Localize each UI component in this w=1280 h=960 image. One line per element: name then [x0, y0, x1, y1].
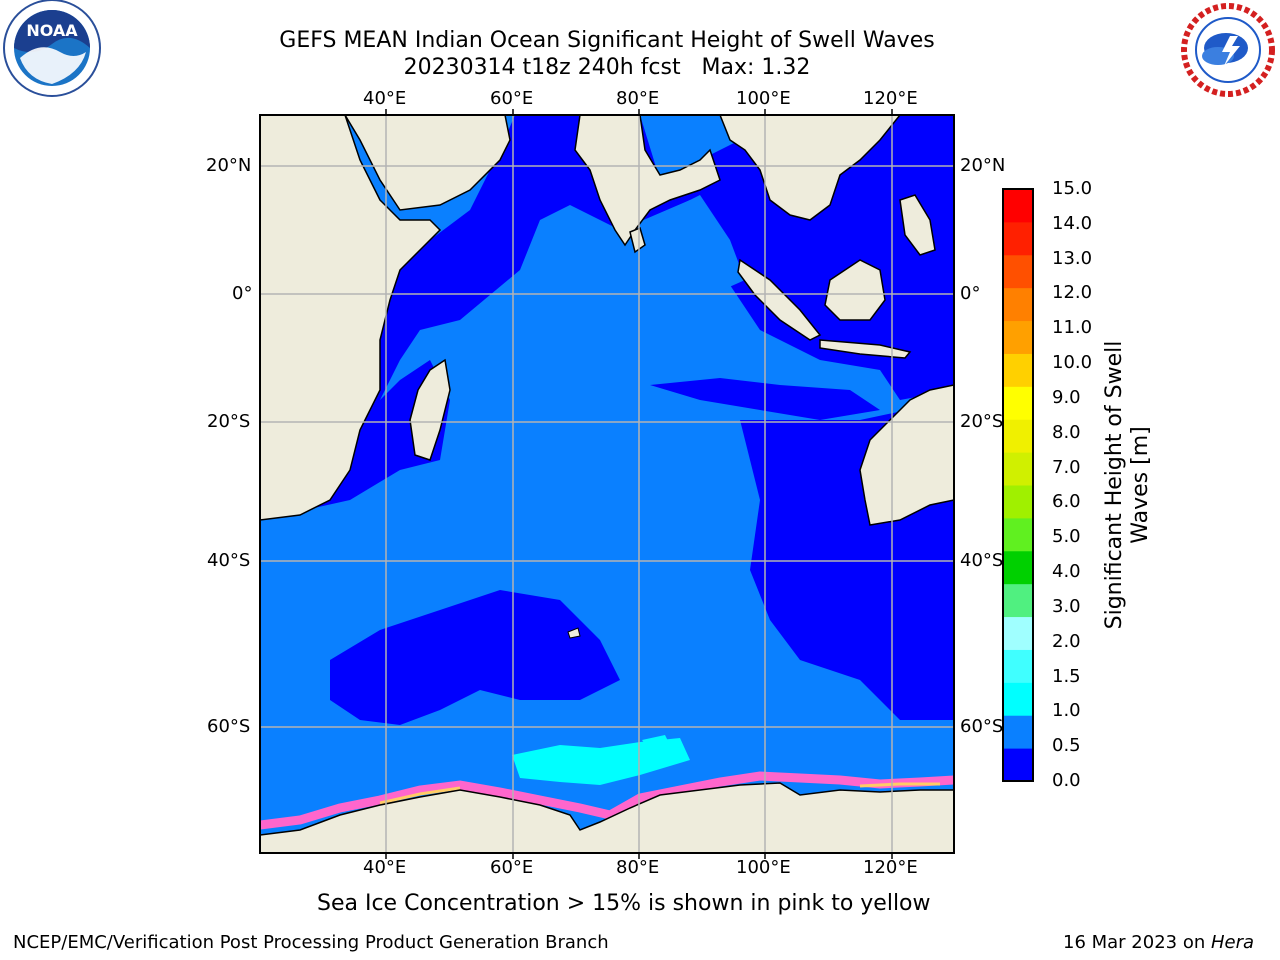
lat-tick-right: 40°S [960, 550, 1004, 571]
colorbar-swatch [1003, 583, 1033, 618]
colorbar-tick-label: 4.0 [1052, 561, 1081, 583]
land-africa-arabia [260, 115, 511, 521]
colorbar-swatch [1003, 649, 1033, 683]
colorbar-swatch [1003, 221, 1033, 256]
sea-ice-yellow-edge [379, 782, 940, 805]
colorbar-tick-label: 0.0 [1052, 770, 1081, 791]
lon-tick-top: 80°E [616, 88, 660, 109]
colorbar-tick-label: 11.0 [1052, 317, 1093, 339]
lat-tick-left: 0° [232, 283, 253, 304]
land-madagascar [409, 358, 451, 461]
lat-tick-right: 20°N [960, 155, 1006, 176]
colorbar-swatch [1003, 189, 1033, 223]
colorbar-swatch [1003, 485, 1033, 519]
colorbar-tick-label: 10.0 [1052, 352, 1093, 374]
colorbar-tick-label: 1.5 [1052, 665, 1081, 687]
colorbar-swatch [1003, 748, 1033, 782]
lon-tick-bottom: 100°E [736, 857, 791, 878]
colorbar-label: Significant Height of Swell Waves [m] [1102, 315, 1154, 655]
footer-credit: NCEP/EMC/Verification Post Processing Pr… [13, 932, 609, 953]
land-india [574, 115, 721, 247]
colorbar-tick-label: 5.0 [1052, 526, 1081, 548]
lat-tick-left: 60°S [207, 716, 251, 737]
cyan-swell-patch [512, 738, 690, 785]
colorbar-swatch [1003, 517, 1033, 552]
lat-tick-left: 40°S [207, 550, 251, 571]
colorbar-label-line2: Waves [m] [1128, 426, 1153, 544]
land-antarctica [260, 782, 954, 853]
footer-date-text: 16 Mar 2023 on [1063, 932, 1211, 953]
lat-tick-right: 0° [960, 283, 981, 304]
colorbar-tick-label: 3.0 [1052, 595, 1081, 617]
cyan-swell-small [642, 735, 670, 748]
colorbar-tick-label: 13.0 [1052, 247, 1093, 269]
bay-of-bengal-mid [650, 195, 745, 300]
lon-tick-top: 120°E [863, 88, 918, 109]
lon-tick-top: 60°E [490, 88, 534, 109]
colorbar-swatch [1003, 353, 1033, 387]
lon-tick-top: 100°E [736, 88, 791, 109]
colorbar-swatch [1003, 254, 1033, 289]
lat-tick-right: 60°S [960, 716, 1004, 737]
colorbar-tick-label: 9.0 [1052, 386, 1081, 408]
colorbar-tick-label: 1.0 [1052, 700, 1081, 722]
lon-tick-bottom: 80°E [616, 857, 660, 878]
graticule [260, 115, 954, 853]
colorbar-tick-label: 8.0 [1052, 421, 1081, 443]
map-subtitle: 20230314 t18z 240h fcst Max: 1.32 [403, 55, 811, 80]
noaa-logo-text: NOAA [26, 21, 78, 40]
south-indian-low-swell-west [330, 590, 620, 725]
land-sumatra [737, 258, 822, 341]
map-title: GEFS MEAN Indian Ocean Significant Heigh… [279, 28, 935, 53]
land-philippines [899, 194, 936, 256]
map-frame [259, 114, 955, 854]
colorbar-swatch [1003, 386, 1033, 420]
lon-tick-bottom: 120°E [863, 857, 918, 878]
sea-ice-note: Sea Ice Concentration > 15% is shown in … [317, 891, 931, 916]
lon-tick-top: 40°E [363, 88, 407, 109]
land-java [819, 339, 912, 359]
colorbar-tick-label: 6.0 [1052, 491, 1081, 513]
footer-date: 16 Mar 2023 on Hera [1063, 932, 1254, 954]
colorbar-tick-label: 2.0 [1052, 630, 1081, 652]
lon-tick-bottom: 40°E [363, 857, 407, 878]
colorbar-label-line1: Significant Height of Swell [1102, 340, 1127, 630]
colorbar-tick-label: 14.0 [1052, 212, 1093, 234]
colorbar-swatch [1003, 452, 1033, 486]
land-sri-lanka [629, 226, 646, 254]
sea-ice-edge [260, 771, 954, 830]
colorbar-tick-label: 7.0 [1052, 456, 1081, 478]
colorbar-tick-label: 0.5 [1052, 735, 1081, 757]
colorbar-swatch [1003, 616, 1033, 650]
colorbar-swatch [1003, 287, 1033, 322]
colorbar-tick-label: 12.0 [1052, 282, 1093, 304]
lat-tick-left: 20°N [206, 155, 252, 176]
colorbar [1002, 188, 1034, 782]
noaa-logo-icon: NOAA [3, 0, 101, 97]
colorbar-swatch [1003, 419, 1033, 453]
footer-machine: Hera [1210, 932, 1255, 953]
land-kerguelen [567, 627, 581, 639]
nws-logo-icon [1181, 3, 1275, 97]
lat-tick-right: 20°S [960, 411, 1004, 432]
lat-tick-left: 20°S [207, 411, 251, 432]
colorbar-swatch [1003, 715, 1033, 749]
lon-tick-bottom: 60°E [490, 857, 534, 878]
land-borneo [824, 259, 886, 321]
land-australia [859, 384, 954, 526]
colorbar-swatch [1003, 320, 1033, 354]
colorbar-tick-label: 15.0 [1052, 178, 1093, 199]
colorbar-swatch [1003, 682, 1033, 716]
colorbar-swatch [1003, 550, 1033, 585]
